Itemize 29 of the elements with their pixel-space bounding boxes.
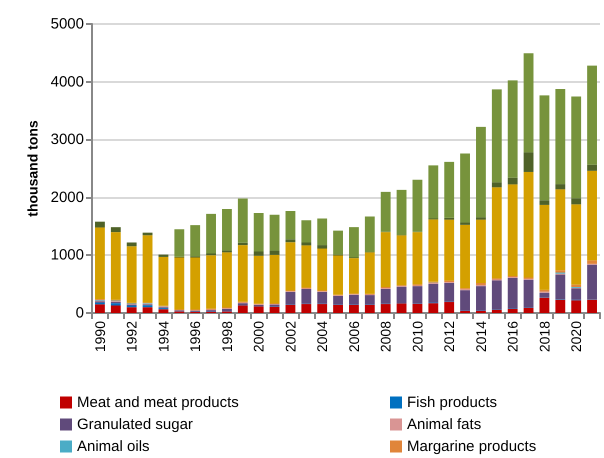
legend-label: Animal fats	[407, 416, 482, 433]
x-tick-label: 2016	[504, 320, 521, 352]
x-tick-label: 2002	[282, 320, 298, 352]
y-axis-title: thousand tons	[24, 120, 41, 217]
y-tick-label: 5000	[50, 16, 84, 32]
x-tick-label: 2006	[346, 320, 362, 352]
y-tick-label: 4000	[50, 73, 84, 90]
x-tick-label: 2018	[536, 320, 552, 352]
legend-label: Granulated sugar	[77, 416, 193, 433]
legend-label: Fish products	[407, 394, 498, 411]
x-tick-label: 1990	[92, 320, 108, 352]
x-tick-label: 2004	[314, 320, 330, 352]
x-tick-label: 2008	[378, 320, 394, 352]
x-tick-label: 1998	[218, 320, 235, 352]
x-tick-label: 2014	[472, 320, 489, 352]
y-tick-label: 3000	[50, 131, 84, 148]
x-tick-label: 1994	[155, 320, 172, 352]
legend-label: Animal oils	[77, 438, 150, 455]
y-tick-label: 0	[76, 304, 84, 322]
x-tick-label: 2010	[409, 320, 426, 352]
legend-label: Margarine products	[407, 438, 536, 455]
x-tick-label: 2020	[568, 320, 584, 352]
x-tick-label: 2012	[441, 320, 458, 352]
y-tick-label: 1000	[50, 246, 84, 264]
x-tick-label: 1996	[187, 320, 204, 352]
legend-label: Meat and meat products	[77, 394, 239, 411]
x-tick-label: 1992	[124, 320, 140, 352]
y-tick-label: 2000	[50, 188, 84, 206]
x-tick-label: 2000	[250, 320, 267, 352]
